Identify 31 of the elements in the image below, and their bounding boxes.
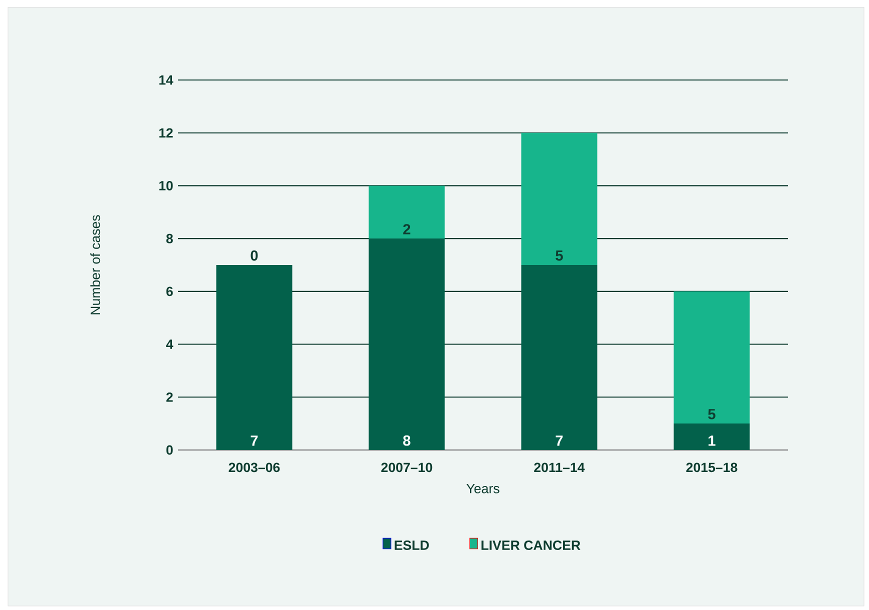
data-label: 5 (708, 409, 716, 420)
y-tick-label: 0 (166, 445, 173, 455)
x-tick-label: 2007–10 (381, 462, 432, 472)
y-tick-label: 2 (166, 392, 173, 402)
bar (521, 132, 598, 265)
y-tick-label: 10 (159, 180, 173, 190)
data-label: 2 (403, 224, 410, 234)
bar (368, 186, 445, 239)
data-label: 0 (250, 250, 258, 261)
x-tick-label: 2011–14 (534, 462, 585, 472)
x-tick-label: 2015–18 (686, 462, 738, 472)
bar (216, 264, 292, 450)
y-tick-label: 8 (166, 234, 173, 244)
y-axis-title: Number of cases (90, 215, 100, 314)
data-label: 7 (556, 436, 563, 446)
y-tick-label: 14 (159, 75, 174, 85)
x-tick-label: 2003–06 (228, 462, 280, 472)
bar (674, 291, 750, 424)
bar (521, 264, 598, 450)
legend-label: LIVER CANCER (482, 540, 580, 550)
data-label: 1 (708, 436, 716, 446)
y-tick-label: 12 (159, 128, 173, 138)
data-label: 5 (556, 250, 563, 261)
data-label: 8 (403, 435, 410, 446)
x-axis-title: Years (466, 484, 500, 494)
y-tick-label: 6 (166, 286, 173, 296)
bar (368, 238, 445, 450)
y-tick-label: 4 (166, 340, 174, 349)
data-label: 7 (250, 436, 258, 446)
bar (674, 424, 750, 450)
legend-label: ESLD (394, 540, 429, 550)
